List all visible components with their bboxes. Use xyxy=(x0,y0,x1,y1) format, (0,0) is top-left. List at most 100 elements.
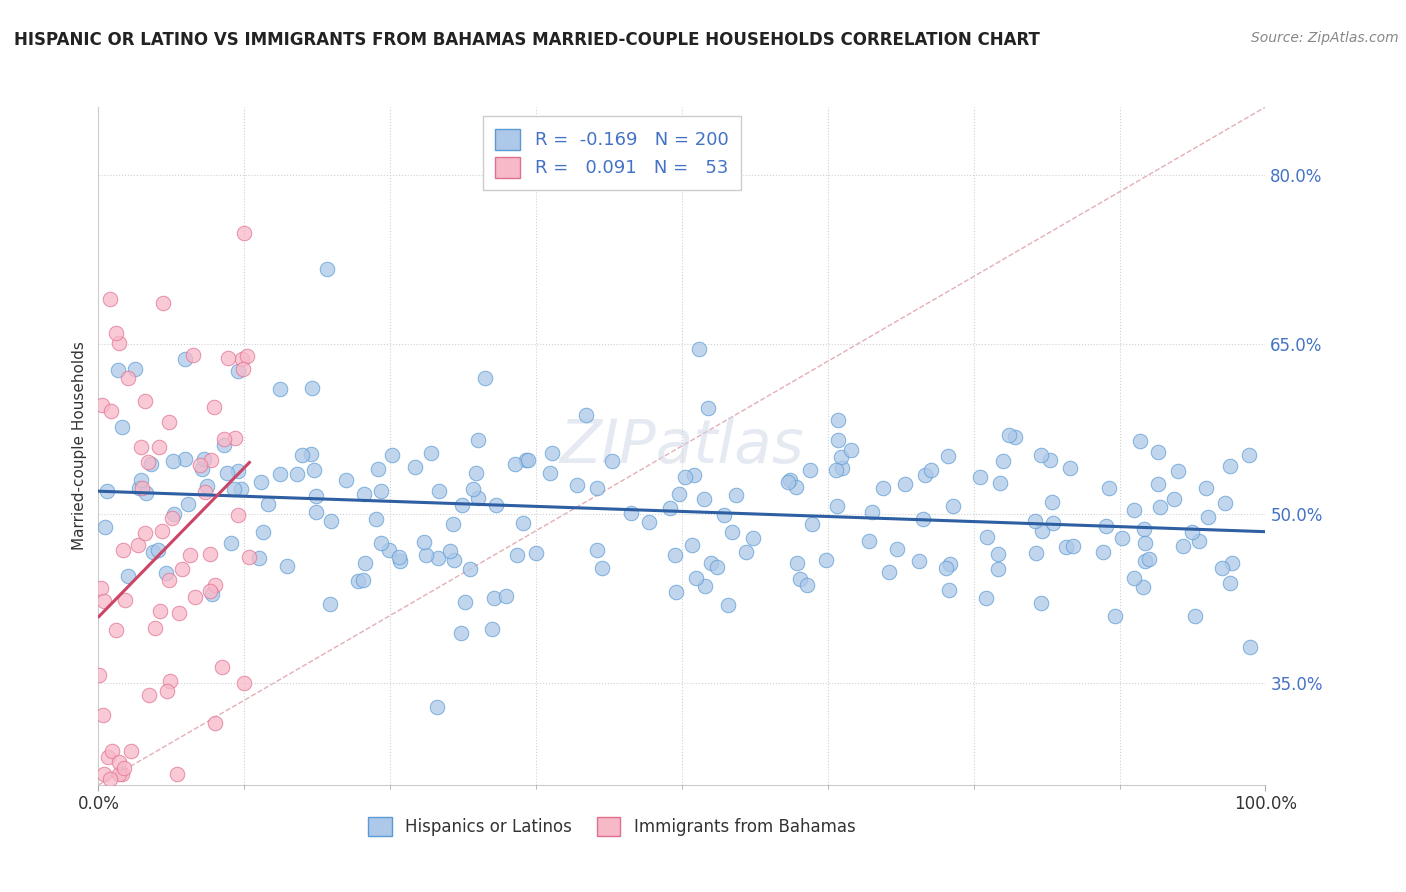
Point xyxy=(90,581,112,595)
Point xyxy=(226,364,249,378)
Point xyxy=(969,470,991,484)
Point xyxy=(1222,556,1244,570)
Point xyxy=(825,463,848,477)
Point xyxy=(114,592,136,607)
Point xyxy=(111,420,134,434)
Point xyxy=(117,568,139,582)
Point xyxy=(173,451,195,466)
Point xyxy=(524,546,547,560)
Point xyxy=(713,508,735,523)
Point xyxy=(779,474,801,488)
Point xyxy=(378,542,401,557)
Point xyxy=(111,766,134,780)
Point xyxy=(172,562,194,576)
Point xyxy=(1147,477,1170,491)
Point xyxy=(195,479,218,493)
Point xyxy=(1188,533,1211,548)
Point xyxy=(1129,434,1152,449)
Point xyxy=(1166,464,1188,478)
Point xyxy=(1239,640,1261,655)
Point xyxy=(1031,524,1053,538)
Point xyxy=(104,326,127,340)
Point xyxy=(335,473,357,487)
Point xyxy=(381,448,404,462)
Point xyxy=(839,442,862,457)
Point xyxy=(169,606,191,620)
Point xyxy=(1219,458,1241,473)
Point xyxy=(1024,514,1046,528)
Point xyxy=(136,455,159,469)
Point xyxy=(1163,492,1185,507)
Point xyxy=(1059,461,1081,475)
Point xyxy=(404,460,426,475)
Point xyxy=(148,543,170,558)
Point xyxy=(198,547,221,561)
Point xyxy=(131,482,153,496)
Point xyxy=(485,498,508,512)
Point xyxy=(825,499,848,513)
Point xyxy=(693,491,716,506)
Point xyxy=(991,454,1014,468)
Point xyxy=(942,499,965,513)
Point xyxy=(858,533,880,548)
Point xyxy=(688,343,710,357)
Point xyxy=(1146,445,1168,459)
Point xyxy=(1042,516,1064,530)
Point xyxy=(134,393,156,408)
Point xyxy=(574,409,596,423)
Point xyxy=(893,477,915,491)
Point xyxy=(200,453,222,467)
Point xyxy=(1211,561,1233,575)
Point xyxy=(222,482,245,496)
Point xyxy=(316,261,339,276)
Point xyxy=(664,549,686,563)
Point xyxy=(124,361,146,376)
Point xyxy=(683,468,706,483)
Point xyxy=(796,578,818,592)
Point xyxy=(215,467,238,481)
Point xyxy=(814,553,837,567)
Point xyxy=(370,484,392,499)
Point xyxy=(482,591,505,606)
Point xyxy=(1135,535,1157,549)
Point xyxy=(776,475,799,490)
Point xyxy=(1098,481,1121,495)
Point xyxy=(427,551,450,566)
Point xyxy=(988,476,1011,491)
Point xyxy=(1094,518,1116,533)
Point xyxy=(1180,524,1202,539)
Point xyxy=(914,467,936,482)
Point xyxy=(226,464,249,478)
Point xyxy=(131,473,153,487)
Point xyxy=(370,535,392,549)
Point xyxy=(229,482,252,496)
Point xyxy=(232,362,254,376)
Point xyxy=(128,481,150,495)
Point xyxy=(912,512,935,526)
Point xyxy=(101,744,124,758)
Point xyxy=(174,351,197,366)
Point xyxy=(112,761,135,775)
Point xyxy=(211,660,233,674)
Point xyxy=(799,462,821,476)
Point xyxy=(143,621,166,635)
Point xyxy=(204,715,226,730)
Point xyxy=(87,667,110,681)
Point xyxy=(353,486,375,500)
Point xyxy=(93,708,115,723)
Point xyxy=(1197,510,1219,524)
Point xyxy=(1104,609,1126,624)
Point xyxy=(224,431,246,445)
Point xyxy=(252,525,274,540)
Point xyxy=(131,441,153,455)
Point xyxy=(389,554,412,568)
Point xyxy=(1213,496,1236,510)
Point xyxy=(467,491,489,505)
Point xyxy=(135,486,157,500)
Point xyxy=(250,475,273,489)
Point xyxy=(346,574,368,589)
Point xyxy=(1122,571,1144,585)
Point xyxy=(720,524,742,539)
Point xyxy=(735,545,758,559)
Point xyxy=(512,516,534,531)
